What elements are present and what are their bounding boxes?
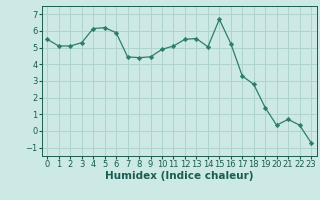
X-axis label: Humidex (Indice chaleur): Humidex (Indice chaleur) — [105, 171, 253, 181]
